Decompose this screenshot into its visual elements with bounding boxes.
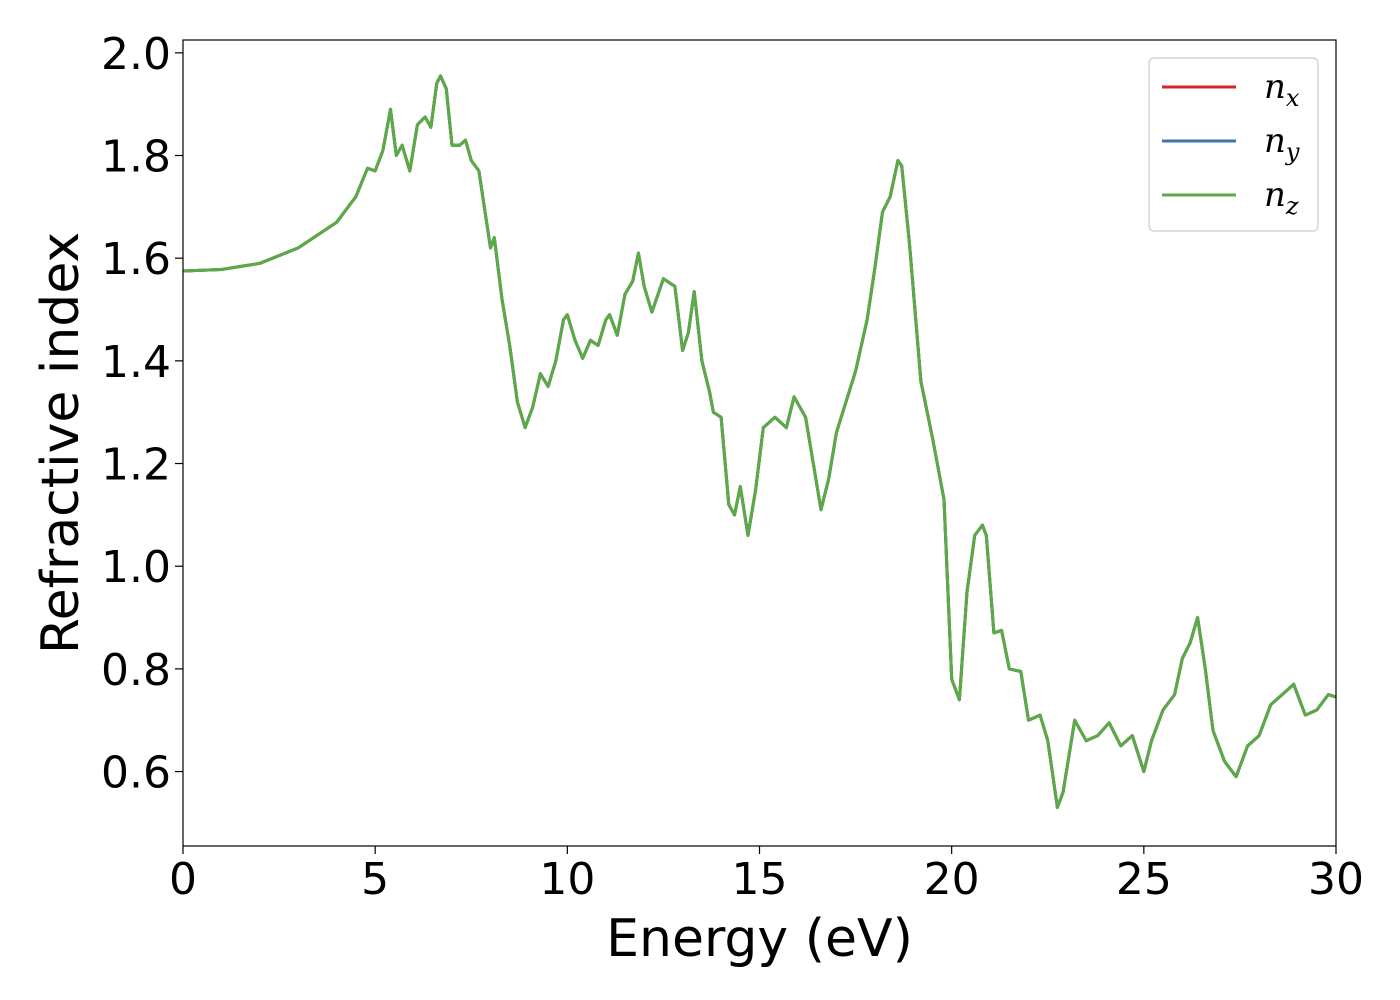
- y-tick-label: 1.2: [101, 440, 171, 491]
- y-axis-title: Refractive index: [31, 232, 91, 654]
- y-tick-label: 0.8: [101, 645, 171, 696]
- y-axis-ticks: 0.6 0.8 1.0 1.2 1.4 1.6 1.8 2.0: [101, 29, 183, 799]
- y-tick-label: 1.4: [101, 337, 171, 388]
- x-tick-label: 10: [539, 854, 595, 905]
- series-line-z: [182, 74, 1337, 809]
- x-axis-ticks: 0 5 10 15 20 25 30: [169, 846, 1364, 905]
- x-tick-label: 20: [924, 854, 980, 905]
- x-axis-title: Energy (eV): [606, 909, 913, 969]
- y-tick-label: 1.6: [101, 234, 171, 285]
- legend-label-x: nx: [1264, 67, 1300, 112]
- legend-box: [1148, 57, 1319, 232]
- y-tick-label: 1.8: [101, 132, 171, 183]
- legend: nx ny nz: [1148, 57, 1319, 232]
- x-tick-label: 5: [361, 854, 389, 905]
- series-layer: [182, 74, 1337, 809]
- x-tick-label: 30: [1308, 854, 1364, 905]
- y-tick-label: 1.0: [101, 542, 171, 593]
- legend-label-y: ny: [1264, 121, 1300, 166]
- legend-label-z: nz: [1264, 175, 1299, 220]
- x-tick-label: 0: [169, 854, 197, 905]
- x-tick-label: 15: [732, 854, 788, 905]
- y-tick-label: 0.6: [101, 748, 171, 799]
- x-tick-label: 25: [1116, 854, 1172, 905]
- y-tick-label: 2.0: [101, 29, 171, 80]
